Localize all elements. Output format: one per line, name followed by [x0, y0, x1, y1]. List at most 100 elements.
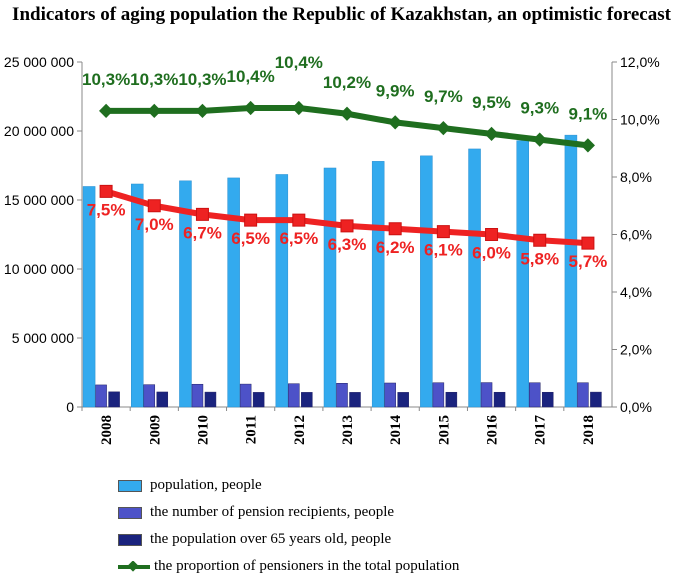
- marker-pensioner-proportion: [532, 132, 547, 147]
- bar-pension-recipients: [577, 382, 589, 408]
- bar-population: [516, 140, 529, 408]
- marker-pensioner-proportion: [388, 115, 403, 130]
- x-axis-tick-label: 2014: [388, 415, 404, 446]
- right-axis-tick-label: 10,0%: [620, 112, 660, 128]
- bar-pension-recipients: [143, 384, 156, 408]
- left-axis-tick-label: 25 000 000: [4, 54, 74, 70]
- bar-pension-recipients: [528, 382, 541, 408]
- bar-population: [468, 148, 481, 408]
- bar-over-65: [301, 392, 313, 408]
- data-label-pensioner-proportion: 9,7%: [424, 87, 463, 106]
- left-axis-tick-label: 10 000 000: [4, 261, 74, 277]
- bar-pension-recipients: [191, 383, 204, 408]
- legend-swatch-population: [118, 479, 142, 492]
- bar-over-65: [108, 391, 120, 408]
- right-axis-tick-label: 12,0%: [620, 54, 660, 70]
- legend-label-over-65: the population over 65 years old, people: [150, 531, 392, 547]
- chart-title: Indicators of aging population the Repub…: [12, 4, 671, 25]
- data-label-red-series: 6,5%: [279, 229, 318, 248]
- data-label-red-series: 5,8%: [520, 249, 559, 268]
- data-label-red-series: 6,0%: [472, 244, 511, 263]
- marker-pensioner-proportion: [195, 103, 210, 118]
- bar-over-65: [397, 392, 409, 408]
- x-axis-tick-label: 2015: [436, 415, 452, 445]
- x-axis-tick-label: 2009: [147, 415, 163, 445]
- marker-pensioner-proportion: [291, 100, 306, 116]
- marker-red-series: [485, 228, 499, 241]
- bar-pension-recipients: [384, 382, 396, 408]
- data-label-pensioner-proportion: 10,4%: [227, 67, 275, 86]
- data-label-red-series: 6,7%: [183, 223, 222, 242]
- left-axis-tick-label: 5 000 000: [12, 330, 74, 346]
- data-label-pensioner-proportion: 10,3%: [82, 70, 130, 89]
- bar-pension-recipients: [432, 382, 445, 408]
- bar-population: [420, 155, 433, 408]
- bar-population: [323, 167, 337, 408]
- data-label-pensioner-proportion: 9,5%: [472, 93, 511, 112]
- bar-pension-recipients: [336, 383, 348, 408]
- right-axis-tick-label: 4,0%: [620, 284, 652, 300]
- marker-red-series: [388, 222, 402, 236]
- bar-over-65: [493, 391, 506, 408]
- bar-pension-recipients: [288, 383, 300, 408]
- marker-red-series: [292, 213, 306, 227]
- marker-red-series: [581, 236, 595, 250]
- right-axis-tick-label: 6,0%: [620, 227, 652, 243]
- legend-label-pension-recipients: the number of pension recipients, people: [150, 504, 395, 520]
- x-axis-tick-label: 2008: [99, 415, 115, 445]
- data-label-red-series: 6,2%: [376, 238, 415, 257]
- bar-over-65: [204, 391, 217, 408]
- bar-pension-recipients: [480, 382, 493, 408]
- x-axis-tick-label: 2011: [244, 415, 260, 444]
- marker-red-series: [533, 233, 547, 247]
- x-axis-tick-label: 2017: [533, 415, 549, 446]
- marker-red-series: [340, 219, 354, 233]
- marker-pensioner-proportion: [99, 103, 114, 118]
- data-label-pensioner-proportion: 9,9%: [376, 81, 415, 100]
- legend-item-over-65: the population over 65 years old, people: [118, 526, 459, 553]
- legend-swatch-over-65: [118, 533, 142, 546]
- right-axis-tick-label: 2,0%: [620, 342, 652, 358]
- data-label-red-series: 6,1%: [424, 241, 463, 260]
- data-label-red-series: 5,7%: [569, 252, 608, 271]
- bar-over-65: [590, 391, 602, 408]
- bar-over-65: [156, 391, 169, 408]
- right-axis-tick-label: 8,0%: [620, 169, 652, 185]
- data-label-pensioner-proportion: 10,4%: [275, 53, 323, 72]
- x-axis-tick-label: 2010: [195, 415, 211, 445]
- legend-swatch-pensioner-proportion: [118, 559, 150, 573]
- marker-pensioner-proportion: [147, 103, 162, 118]
- bar-population: [227, 177, 240, 408]
- legend-item-pension-recipients: the number of pension recipients, people: [118, 499, 459, 526]
- marker-pensioner-proportion: [484, 126, 499, 141]
- legend-item-population: population, people: [118, 472, 459, 499]
- bar-population: [371, 161, 385, 408]
- marker-pensioner-proportion: [436, 121, 451, 136]
- x-axis-tick-label: 2013: [340, 415, 356, 445]
- marker-red-series: [244, 213, 258, 227]
- marker-pensioner-proportion: [243, 100, 258, 116]
- bar-pension-recipients: [239, 383, 252, 408]
- data-label-red-series: 7,0%: [135, 215, 174, 234]
- data-label-red-series: 6,3%: [328, 235, 367, 254]
- data-label-pensioner-proportion: 9,1%: [569, 104, 608, 123]
- bar-over-65: [252, 392, 265, 408]
- bar-population: [82, 186, 96, 408]
- bar-population: [275, 174, 289, 408]
- left-axis-tick-label: 20 000 000: [4, 123, 74, 139]
- marker-red-series: [195, 207, 209, 221]
- marker-red-series: [436, 225, 450, 239]
- data-label-pensioner-proportion: 10,3%: [178, 70, 226, 89]
- marker-red-series: [147, 199, 161, 213]
- legend-swatch-pension-recipients: [118, 506, 142, 519]
- left-axis-tick-label: 15 000 000: [4, 192, 74, 208]
- legend-label-pensioner-proportion: the proportion of pensioners in the tota…: [154, 558, 460, 574]
- data-label-pensioner-proportion: 10,3%: [130, 70, 178, 89]
- data-label-pensioner-proportion: 9,3%: [520, 99, 559, 118]
- legend-label-population: population, people: [150, 477, 262, 493]
- x-axis-tick-label: 2012: [292, 415, 308, 445]
- data-label-red-series: 7,5%: [87, 200, 126, 219]
- marker-pensioner-proportion: [580, 138, 595, 153]
- chart-legend: population, people the number of pension…: [118, 472, 459, 580]
- x-axis-tick-label: 2016: [485, 414, 501, 445]
